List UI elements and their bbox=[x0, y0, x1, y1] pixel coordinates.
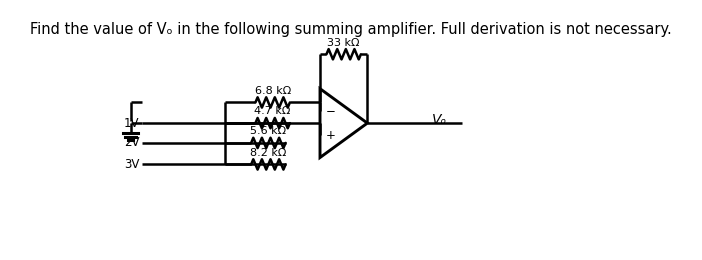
Text: 33 kΩ: 33 kΩ bbox=[327, 38, 360, 48]
Text: Vₒ: Vₒ bbox=[432, 113, 447, 127]
Text: 8.2 kΩ: 8.2 kΩ bbox=[250, 147, 286, 158]
Text: 5.6 kΩ: 5.6 kΩ bbox=[251, 126, 286, 136]
Text: 4.7 kΩ: 4.7 kΩ bbox=[255, 106, 291, 116]
Text: 3V: 3V bbox=[124, 158, 139, 171]
Text: −: − bbox=[326, 105, 336, 118]
Text: 6.8 kΩ: 6.8 kΩ bbox=[255, 86, 291, 96]
Text: 1V: 1V bbox=[124, 117, 139, 130]
Text: 2V: 2V bbox=[124, 136, 139, 149]
Text: Find the value of Vₒ in the following summing amplifier. Full derivation is not : Find the value of Vₒ in the following su… bbox=[30, 22, 672, 37]
Text: +: + bbox=[326, 129, 336, 142]
